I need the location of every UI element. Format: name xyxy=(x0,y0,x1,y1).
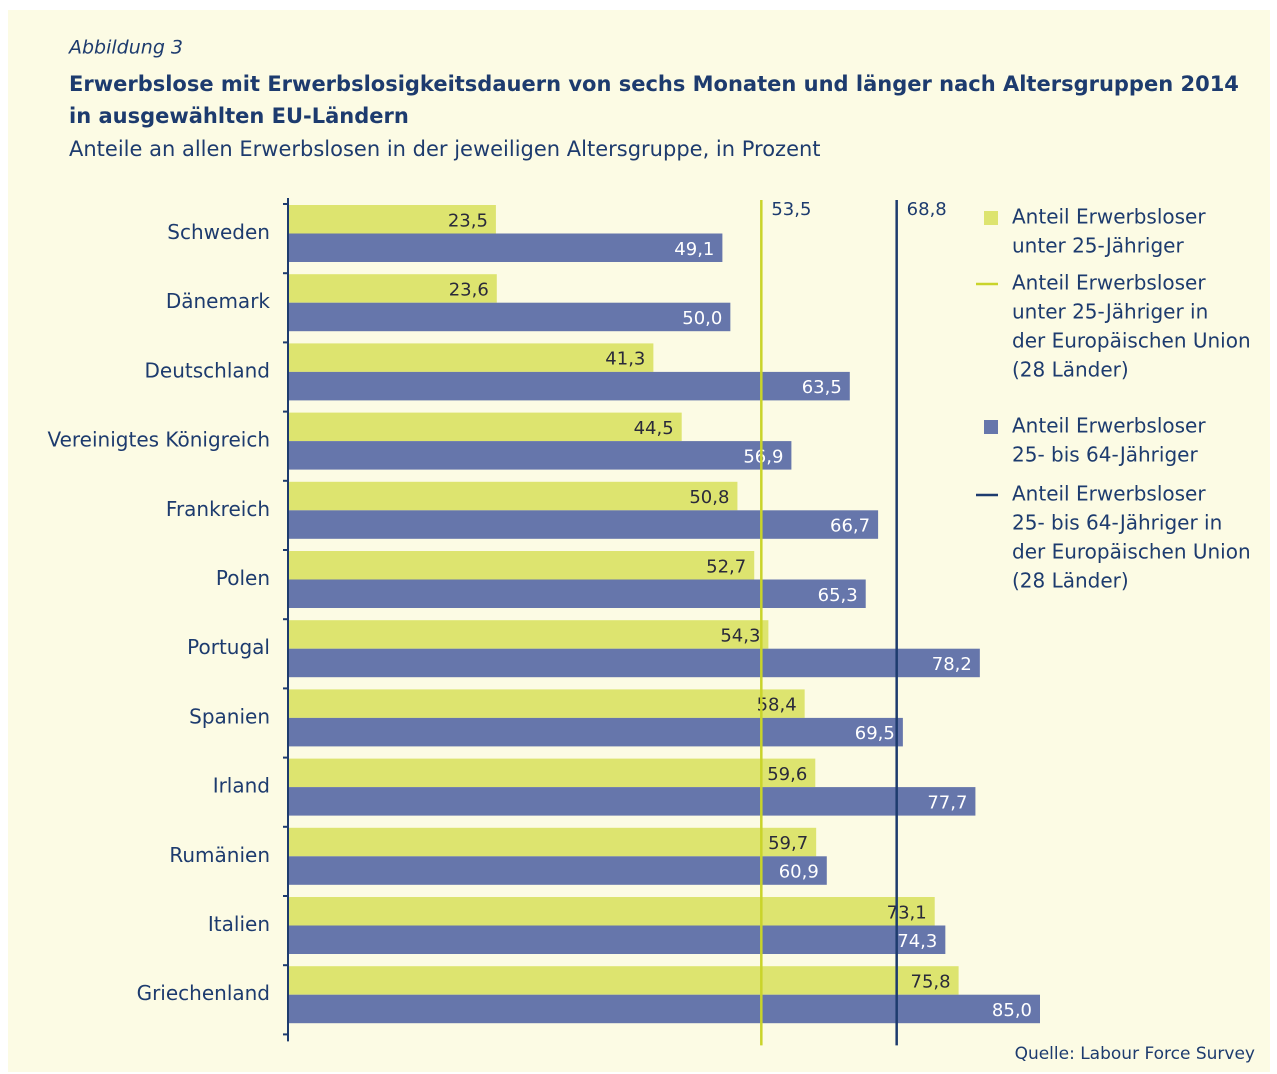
value-label: 23,6 xyxy=(449,279,489,300)
y-tick-label: Rumänien xyxy=(169,843,270,867)
bar xyxy=(288,994,1040,1024)
reference-label: 68,8 xyxy=(907,199,947,220)
background xyxy=(8,10,1270,1072)
value-label: 41,3 xyxy=(605,349,645,370)
legend-label: Anteil Erwerbsloser xyxy=(1012,271,1206,295)
value-label: 58,4 xyxy=(757,695,797,716)
chart-title: in ausgewählten EU-Ländern xyxy=(69,104,409,128)
legend-swatch xyxy=(984,211,998,225)
bar xyxy=(288,758,816,788)
legend-label: 25- bis 64-Jähriger in xyxy=(1012,511,1222,535)
bar xyxy=(288,481,738,511)
y-tick-label: Italien xyxy=(208,912,270,936)
y-tick-label: Schweden xyxy=(167,220,270,244)
bar xyxy=(288,897,935,926)
bar xyxy=(288,787,976,816)
legend-swatch xyxy=(984,420,998,434)
bar xyxy=(288,925,946,954)
value-label: 56,9 xyxy=(743,446,783,467)
bar xyxy=(288,620,769,649)
value-label: 52,7 xyxy=(706,556,746,577)
value-label: 50,8 xyxy=(689,487,729,508)
value-label: 23,5 xyxy=(448,210,488,231)
y-tick-label: Vereinigtes Königreich xyxy=(47,428,270,452)
legend-label: unter 25-Jähriger xyxy=(1012,234,1184,258)
y-tick-label: Frankreich xyxy=(166,497,270,521)
value-label: 63,5 xyxy=(802,377,842,398)
legend-label: Anteil Erwerbsloser xyxy=(1012,205,1206,229)
legend-label: (28 Länder) xyxy=(1012,569,1129,593)
bar xyxy=(288,371,850,401)
y-tick-label: Griechenland xyxy=(137,981,270,1005)
chart-subtitle: Anteile an allen Erwerbslosen in der jew… xyxy=(69,137,821,161)
legend-label: (28 Länder) xyxy=(1012,358,1129,382)
value-label: 66,7 xyxy=(830,516,870,537)
legend-label: Anteil Erwerbsloser xyxy=(1012,414,1206,438)
value-label: 44,5 xyxy=(634,418,674,439)
value-label: 75,8 xyxy=(911,971,951,992)
legend-label: 25- bis 64-Jähriger xyxy=(1012,443,1198,467)
value-label: 50,0 xyxy=(682,308,722,329)
source: Quelle: Labour Force Survey xyxy=(1015,1044,1255,1064)
bar xyxy=(288,551,755,580)
value-label: 59,6 xyxy=(767,764,807,785)
chart-title: Erwerbslose mit Erwerbslosigkeitsdauern … xyxy=(69,72,1239,96)
value-label: 78,2 xyxy=(932,654,972,675)
bar xyxy=(288,510,879,539)
legend-label: der Europäischen Union xyxy=(1012,329,1251,353)
bar xyxy=(288,441,792,470)
reference-label: 53,5 xyxy=(771,199,811,220)
value-label: 73,1 xyxy=(887,902,927,923)
bar xyxy=(288,343,654,372)
bar xyxy=(288,827,817,857)
legend-label: der Europäischen Union xyxy=(1012,540,1251,564)
value-label: 85,0 xyxy=(992,1000,1032,1021)
y-tick-label: Polen xyxy=(216,566,270,590)
figure-label: Abbildung 3 xyxy=(67,37,183,59)
bar xyxy=(288,648,980,678)
bar xyxy=(288,274,497,303)
legend-label: Anteil Erwerbsloser xyxy=(1012,482,1206,506)
bar xyxy=(288,579,866,608)
value-label: 59,7 xyxy=(768,833,808,854)
value-label: 49,1 xyxy=(674,239,714,260)
bar xyxy=(288,689,805,718)
bar xyxy=(288,205,496,234)
value-label: 65,3 xyxy=(818,585,858,606)
bar xyxy=(288,717,903,747)
y-tick-label: Spanien xyxy=(189,704,270,728)
bar xyxy=(288,233,723,262)
bar xyxy=(288,856,827,885)
bar xyxy=(288,412,682,442)
y-tick-label: Irland xyxy=(213,774,270,798)
y-tick-label: Dänemark xyxy=(166,289,271,313)
value-label: 69,5 xyxy=(855,723,895,744)
bar xyxy=(288,966,959,995)
y-tick-label: Deutschland xyxy=(145,358,271,382)
legend-label: unter 25-Jähriger in xyxy=(1012,300,1208,324)
value-label: 60,9 xyxy=(779,862,819,883)
value-label: 77,7 xyxy=(927,792,967,813)
bar xyxy=(288,302,731,332)
value-label: 54,3 xyxy=(720,625,760,646)
value-label: 74,3 xyxy=(897,931,937,952)
y-tick-label: Portugal xyxy=(187,635,270,659)
